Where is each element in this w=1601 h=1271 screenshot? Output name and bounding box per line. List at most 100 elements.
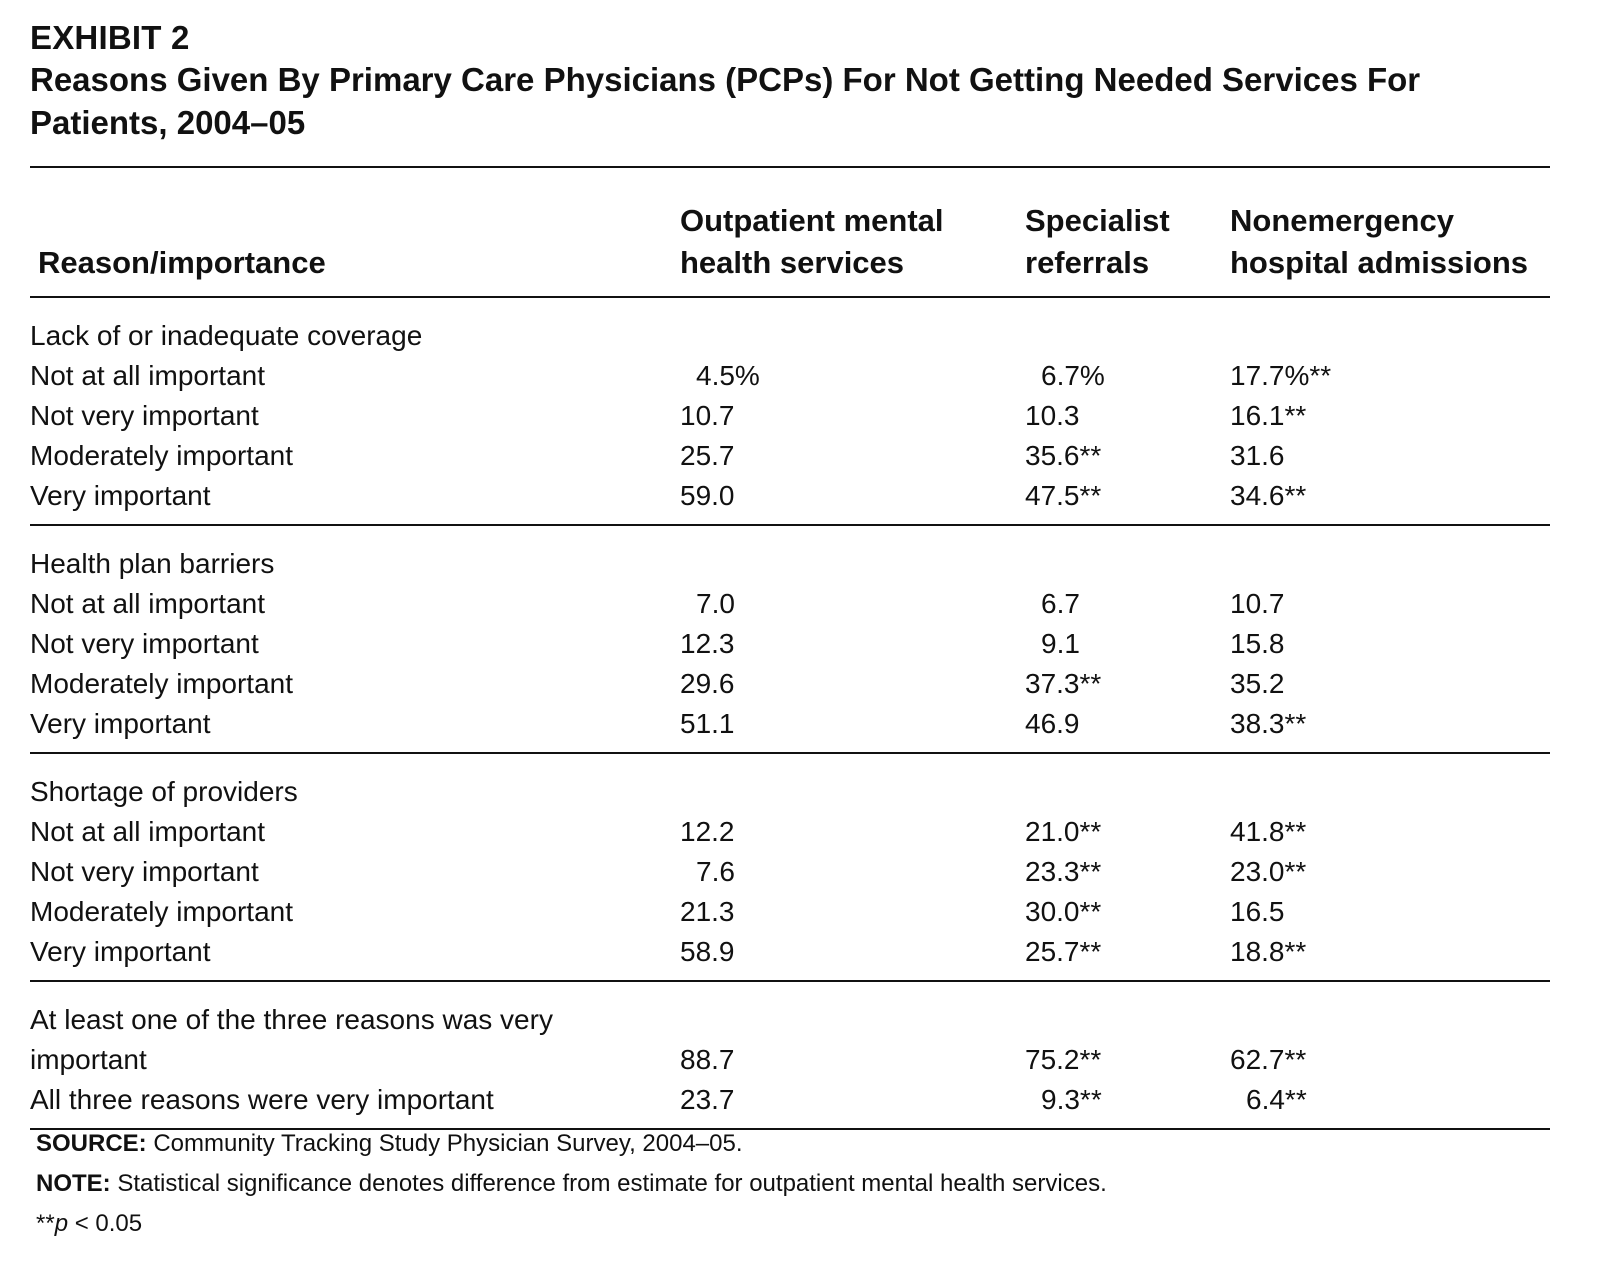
summary-label-line1: At least one of the three reasons was ve…	[30, 1004, 553, 1035]
row-label: Not at all important	[30, 588, 265, 619]
note-label: NOTE:	[36, 1170, 111, 1197]
value-hospital: 31.6	[1230, 440, 1285, 471]
value-outpatient: 59.0	[680, 476, 1025, 526]
value-specialist: 47.5**	[1025, 476, 1230, 526]
table-row: Moderately important 25.7 35.6** 31.6	[30, 436, 1550, 476]
col-header-outpatient: Outpatient mental health services	[680, 200, 1025, 298]
table-row: Not very important 7.6 23.3** 23.0**	[30, 852, 1550, 892]
value-specialist: 9.1	[1041, 628, 1080, 659]
summary-label-cont: important	[30, 1044, 147, 1075]
row-label: Not very important	[30, 856, 259, 887]
group-title-row: Health plan barriers	[30, 525, 1550, 584]
value-hospital: 41.8**	[1230, 816, 1307, 847]
summary-row: important 88.7 75.2** 62.7**	[30, 1040, 1550, 1080]
col-header-reason: Reason/importance	[30, 200, 680, 298]
note-text: Statistical significance denotes differe…	[117, 1170, 1107, 1197]
value-outpatient: 25.7	[680, 440, 735, 471]
header-row: Reason/importance Outpatient mental heal…	[30, 200, 1550, 298]
row-label: Not very important	[30, 628, 259, 659]
source-line: SOURCE: Community Tracking Study Physici…	[36, 1124, 1107, 1164]
source-text: Community Tracking Study Physician Surve…	[153, 1130, 743, 1157]
exhibit-title: Reasons Given By Primary Care Physicians…	[30, 61, 1421, 141]
value-outpatient: 4.5%	[696, 360, 760, 391]
note-line: NOTE: Statistical significance denotes d…	[36, 1164, 1107, 1204]
top-rule	[30, 166, 1550, 168]
row-label: Moderately important	[30, 668, 294, 699]
significance-line: **p < 0.05	[36, 1204, 1107, 1244]
col-header-outpatient-text: Outpatient mental health services	[680, 203, 944, 280]
data-table: Reason/importance Outpatient mental heal…	[30, 200, 1550, 1130]
row-label: Moderately important	[30, 440, 294, 471]
row-label: Very important	[30, 932, 680, 982]
table-row: Not at all important 4.5% 6.7% 17.7%**	[30, 356, 1550, 396]
value-outpatient: 7.0	[696, 588, 735, 619]
value-outpatient: 51.1	[680, 704, 1025, 754]
col-header-specialist: Specialist referrals	[1025, 200, 1230, 298]
table-row: Not very important 12.3 9.1 15.8	[30, 624, 1550, 664]
value-specialist: 37.3**	[1025, 668, 1102, 699]
value-specialist: 75.2**	[1025, 1044, 1102, 1075]
row-label: Not very important	[30, 400, 259, 431]
value-specialist: 21.0**	[1025, 816, 1102, 847]
group-title-row: Lack of or inadequate coverage	[30, 297, 1550, 356]
summary-label-line2: All three reasons were very important	[30, 1080, 680, 1130]
col-header-specialist-text: Specialist referrals	[1025, 203, 1170, 280]
row-label: Moderately important	[30, 896, 294, 927]
row-label: Very important	[30, 476, 680, 526]
value-specialist: 35.6**	[1025, 440, 1102, 471]
significance-rest: < 0.05	[68, 1210, 143, 1237]
row-label: Not at all important	[30, 360, 265, 391]
value-specialist: 6.7	[1041, 588, 1080, 619]
table-row: Not at all important 7.0 6.7 10.7	[30, 584, 1550, 624]
value-specialist: 9.3**	[1025, 1080, 1230, 1130]
value-specialist: 6.7%	[1041, 360, 1105, 391]
row-label: Very important	[30, 704, 680, 754]
value-outpatient: 58.9	[680, 932, 1025, 982]
value-hospital: 18.8**	[1230, 932, 1550, 982]
value-specialist: 30.0**	[1025, 896, 1102, 927]
value-hospital: 34.6**	[1230, 476, 1550, 526]
value-hospital: 38.3**	[1230, 704, 1550, 754]
value-outpatient: 12.2	[680, 816, 735, 847]
col-header-hospital-text: Nonemergency hospital admissions	[1230, 203, 1529, 280]
group-title-row: Shortage of providers	[30, 753, 1550, 812]
value-specialist: 25.7**	[1025, 932, 1230, 982]
value-outpatient: 29.6	[680, 668, 735, 699]
table-row: Not at all important 12.2 21.0** 41.8**	[30, 812, 1550, 852]
table-row: Moderately important 21.3 30.0** 16.5	[30, 892, 1550, 932]
value-specialist: 46.9	[1025, 704, 1230, 754]
group-title: Health plan barriers	[30, 548, 275, 579]
group-title: Shortage of providers	[30, 776, 298, 807]
value-outpatient: 21.3	[680, 896, 735, 927]
significance-p: p	[54, 1210, 69, 1237]
table-row: Very important 59.0 47.5** 34.6**	[30, 476, 1550, 526]
value-hospital: 17.7%**	[1230, 360, 1332, 391]
value-specialist: 23.3**	[1025, 856, 1102, 887]
col-header-hospital: Nonemergency hospital admissions	[1230, 200, 1550, 298]
value-outpatient: 10.7	[680, 400, 735, 431]
exhibit-header: EXHIBIT 2 Reasons Given By Primary Care …	[30, 18, 1550, 144]
exhibit-label: EXHIBIT 2	[30, 19, 190, 56]
value-hospital: 15.8	[1230, 628, 1285, 659]
value-specialist: 10.3	[1025, 400, 1080, 431]
group-title: Lack of or inadequate coverage	[30, 320, 423, 351]
row-label: Not at all important	[30, 816, 265, 847]
table-row: Very important 51.1 46.9 38.3**	[30, 704, 1550, 754]
table-row: Very important 58.9 25.7** 18.8**	[30, 932, 1550, 982]
value-hospital: 10.7	[1230, 588, 1285, 619]
significance-prefix: **	[36, 1210, 55, 1237]
summary-row: At least one of the three reasons was ve…	[30, 981, 1550, 1040]
value-outpatient: 88.7	[680, 1044, 735, 1075]
source-label: SOURCE:	[36, 1130, 147, 1157]
table-row: Moderately important 29.6 37.3** 35.2	[30, 664, 1550, 704]
table-row: Not very important 10.7 10.3 16.1**	[30, 396, 1550, 436]
value-hospital: 35.2	[1230, 668, 1285, 699]
value-hospital: 16.5	[1230, 896, 1285, 927]
value-outpatient: 7.6	[696, 856, 735, 887]
value-outpatient: 12.3	[680, 628, 735, 659]
footnotes: SOURCE: Community Tracking Study Physici…	[36, 1124, 1107, 1244]
value-hospital: 6.4**	[1230, 1080, 1550, 1130]
value-hospital: 23.0**	[1230, 856, 1307, 887]
value-hospital: 62.7**	[1230, 1044, 1307, 1075]
value-outpatient: 23.7	[680, 1080, 1025, 1130]
